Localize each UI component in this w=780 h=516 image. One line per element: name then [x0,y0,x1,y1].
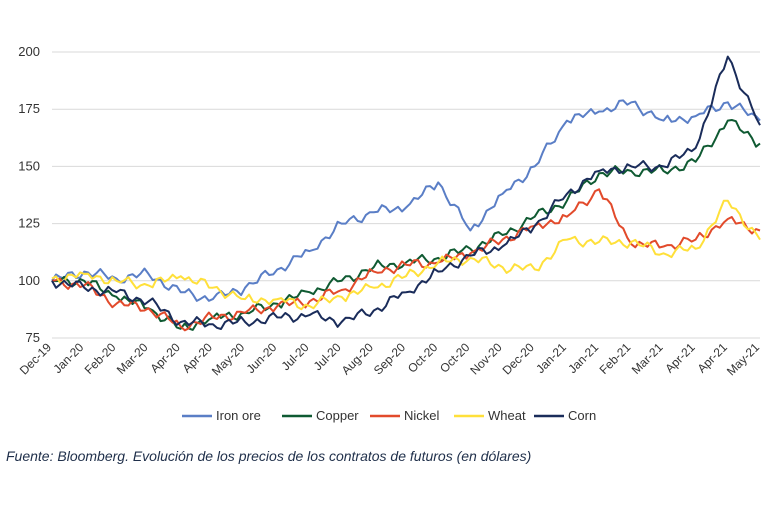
x-tick-label: Jun-20 [244,340,280,376]
series-line-wheat [51,199,761,311]
figure-caption: Fuente: Bloomberg. Evolución de los prec… [6,448,532,464]
x-tick-label: Oct-20 [405,340,441,376]
x-tick-label: Nov-20 [467,340,504,377]
legend-label-corn: Corn [568,408,596,423]
x-axis: Dec-19Jan-20Feb-20Mar-20Apr-20Apr-20May-… [17,340,762,378]
legend-label-wheat: Wheat [488,408,526,423]
series-lines [51,55,761,332]
series-line-iron-ore [51,99,761,302]
x-tick-label: Feb-21 [597,340,634,377]
x-tick-label: Jul-20 [279,340,312,373]
series-line-copper [51,119,761,331]
legend: Iron ore Copper Nickel Wheat Corn [182,408,596,423]
series-line-nickel [51,188,761,332]
y-tick-label: 125 [18,216,40,231]
x-tick-label: Mar-21 [629,340,666,377]
chart: 75 100 125 150 175 200 Dec-19 Jan-20 Feb-20 Mar-… [17,44,762,423]
series-line-corn [51,55,761,330]
x-tick-label: Jan-20 [50,340,86,376]
x-tick-label: Apr-20 [147,340,183,376]
x-tick-label: Sep-20 [371,340,408,377]
y-tick-label: 200 [18,44,40,59]
x-tick-label: Aug-20 [339,340,376,377]
grid [52,51,760,339]
y-axis: 75 100 125 150 175 200 [18,44,40,345]
x-tick-label: May-21 [724,340,762,378]
x-tick-label: Feb-20 [82,340,119,377]
y-tick-label: 175 [18,101,40,116]
x-tick-label: Dec-20 [500,340,537,377]
legend-label-iron-ore: Iron ore [216,408,261,423]
y-tick-label: 75 [26,330,40,345]
y-tick-label: 100 [18,273,40,288]
x-tick-label: Oct-20 [437,340,473,376]
legend-label-copper: Copper [316,408,359,423]
legend-label-nickel: Nickel [404,408,440,423]
x-tick-label: Jan-21 [533,340,569,376]
x-tick-label: Jan-21 [565,340,601,376]
x-tick-label: Mar-20 [114,340,151,377]
x-tick-label: Apr-21 [662,340,698,376]
y-tick-label: 150 [18,158,40,173]
x-tick-label: Dec-19 [17,340,54,377]
x-tick-label: May-20 [209,340,247,378]
